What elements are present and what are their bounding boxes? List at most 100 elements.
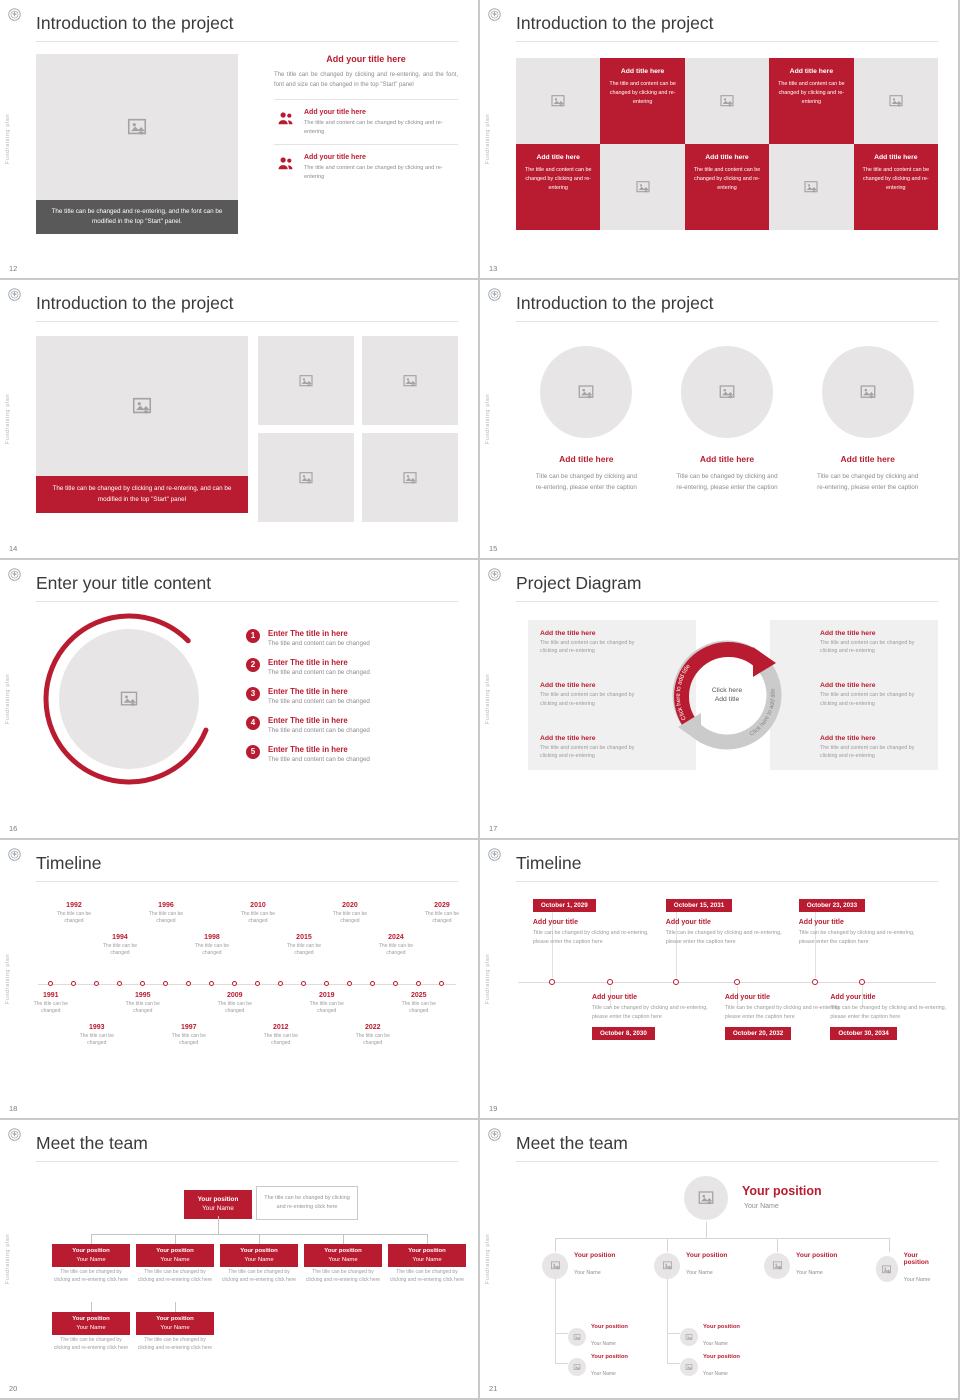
org-chart: Your position Your Name The title can be… <box>36 1170 466 1362</box>
image-placeholder <box>362 336 458 425</box>
logo-icon <box>487 7 502 22</box>
timeline-dot <box>438 981 444 986</box>
cell-title: Add title here <box>620 68 665 75</box>
avatar <box>680 1328 698 1346</box>
arrow-head-red <box>753 647 776 677</box>
item-number: 1 <box>246 628 260 643</box>
timeline-dot <box>415 981 421 986</box>
cell-body: The title and content can be changed by … <box>693 167 761 191</box>
numbered-item: 5 Enter The title in here The title and c… <box>246 744 458 763</box>
avatar-image-icon <box>685 1363 693 1371</box>
item-body: The title and content can be changed <box>268 639 370 647</box>
numbered-item: 1 Enter The title in here The title and c… <box>246 628 458 647</box>
avatar-image-icon <box>881 1264 892 1275</box>
timeline-caption: The title can be changed <box>194 943 230 957</box>
branch-name: Your Name <box>574 1270 601 1276</box>
avatar <box>680 1358 698 1376</box>
branch-name: Your Name <box>796 1270 823 1276</box>
slide-16: Fundraising plan 16 Enter your title con… <box>0 560 478 838</box>
image-placeholder-icon <box>131 395 153 417</box>
brand-vertical-label: Fundraising plan <box>5 1233 11 1285</box>
brand-vertical-label: Fundraising plan <box>485 673 491 725</box>
timeline-point: 2020 The title can be changed <box>330 902 370 926</box>
page-number: 14 <box>9 544 18 553</box>
avatar-image-icon <box>573 1363 581 1371</box>
slide-title: Introduction to the project <box>36 13 234 33</box>
connector-line <box>555 1363 568 1364</box>
item-body: The title and content can be changed by … <box>304 165 443 181</box>
image-placeholder <box>258 336 354 425</box>
diagram-item: Add the title here The title and content … <box>540 630 646 655</box>
item-title: Enter The title in here <box>268 744 348 754</box>
connector-line <box>91 1302 92 1312</box>
image-placeholder <box>36 336 248 476</box>
timeline-year: 1995 <box>134 992 151 999</box>
connector-line <box>551 912 553 978</box>
member-position: Your position <box>591 1324 628 1330</box>
avatar <box>542 1252 568 1279</box>
column-body: Title can be changed by clicking and re-… <box>676 473 778 492</box>
timeline-caption: The title can be changed <box>171 1033 206 1047</box>
timeline-caption: The title can be changed <box>125 1001 160 1015</box>
name-label: Your Name <box>412 1256 442 1263</box>
timeline-dot <box>672 979 679 985</box>
item-title: Add your title <box>830 994 876 1001</box>
cell-title: Add title here <box>874 154 918 161</box>
logo-icon <box>487 847 502 862</box>
image-placeholder <box>362 433 458 522</box>
timeline-year: 2009 <box>226 992 243 999</box>
page-number: 19 <box>489 1104 498 1113</box>
item-body: The title and content can be changed by … <box>820 692 915 707</box>
branch: Your position Your Name <box>876 1252 938 1286</box>
org-box-caption: The title can be changed by clicking and… <box>137 1337 213 1351</box>
image-placeholder-icon <box>577 383 595 401</box>
timeline-year: 2022 <box>364 1024 381 1031</box>
timeline-item: Add your title Title can be changed by c… <box>830 994 952 1041</box>
timeline-dot <box>208 981 214 986</box>
timeline-year: 2020 <box>342 902 358 909</box>
timeline-caption: The title can be changed <box>332 911 368 925</box>
timeline-dot <box>231 981 237 986</box>
slide-21: Fundraising plan 21 Meet the team Your p… <box>480 1120 958 1398</box>
connector-line <box>667 1278 668 1363</box>
cell-title: Add title here <box>536 154 580 161</box>
item-body: Title can be changed by clicking and re-… <box>798 930 915 945</box>
slide-18: Fundraising plan 18 Timeline <box>0 840 478 1118</box>
cell-title: Add title here <box>789 68 834 75</box>
image-placeholder-icon <box>888 93 904 109</box>
org-box-caption: The title can be changed by clicking and… <box>221 1269 297 1283</box>
timeline-dot <box>300 981 306 986</box>
connector-line <box>667 1238 668 1252</box>
timeline-dot <box>70 981 76 986</box>
sub-member: Your position Your Name <box>680 1354 740 1380</box>
text-cell: Add title here The title and content can … <box>853 144 938 230</box>
numbered-item: 2 Enter The title in here The title and c… <box>246 657 458 676</box>
image-placeholder-icon <box>550 93 566 109</box>
item-title: Add the title here <box>540 630 596 637</box>
connector-line <box>259 1234 260 1244</box>
connector-line <box>555 1333 568 1334</box>
image-placeholder-circle <box>540 346 633 438</box>
slide-17: Fundraising plan 17 Project Diagram Add … <box>480 560 958 838</box>
timeline-year: 1996 <box>158 902 174 909</box>
timeline-point: 1991 The title can be changed <box>31 992 71 1016</box>
avatar <box>654 1252 680 1279</box>
item-body: Title can be changed by clicking and re-… <box>830 1005 947 1020</box>
timeline-year: 2012 <box>272 1024 289 1031</box>
image-placeholder-icon <box>402 373 418 389</box>
people-icon <box>276 109 295 128</box>
logo-icon <box>7 287 22 302</box>
timeline-point: 2029 The title can be changed <box>422 902 462 926</box>
timeline-year: 1994 <box>112 934 128 941</box>
image-placeholder <box>769 144 854 230</box>
page-number: 21 <box>489 1384 498 1393</box>
timeline-year: 2025 <box>410 992 427 999</box>
avatar <box>568 1328 586 1346</box>
avatar-image-icon <box>697 1189 715 1207</box>
connector-line <box>737 986 739 1008</box>
timeline-dot <box>369 981 375 986</box>
timeline-point: 2024 The title can be changed <box>376 934 416 958</box>
timeline-year: 2019 <box>318 992 335 999</box>
timeline-axis <box>518 982 936 983</box>
